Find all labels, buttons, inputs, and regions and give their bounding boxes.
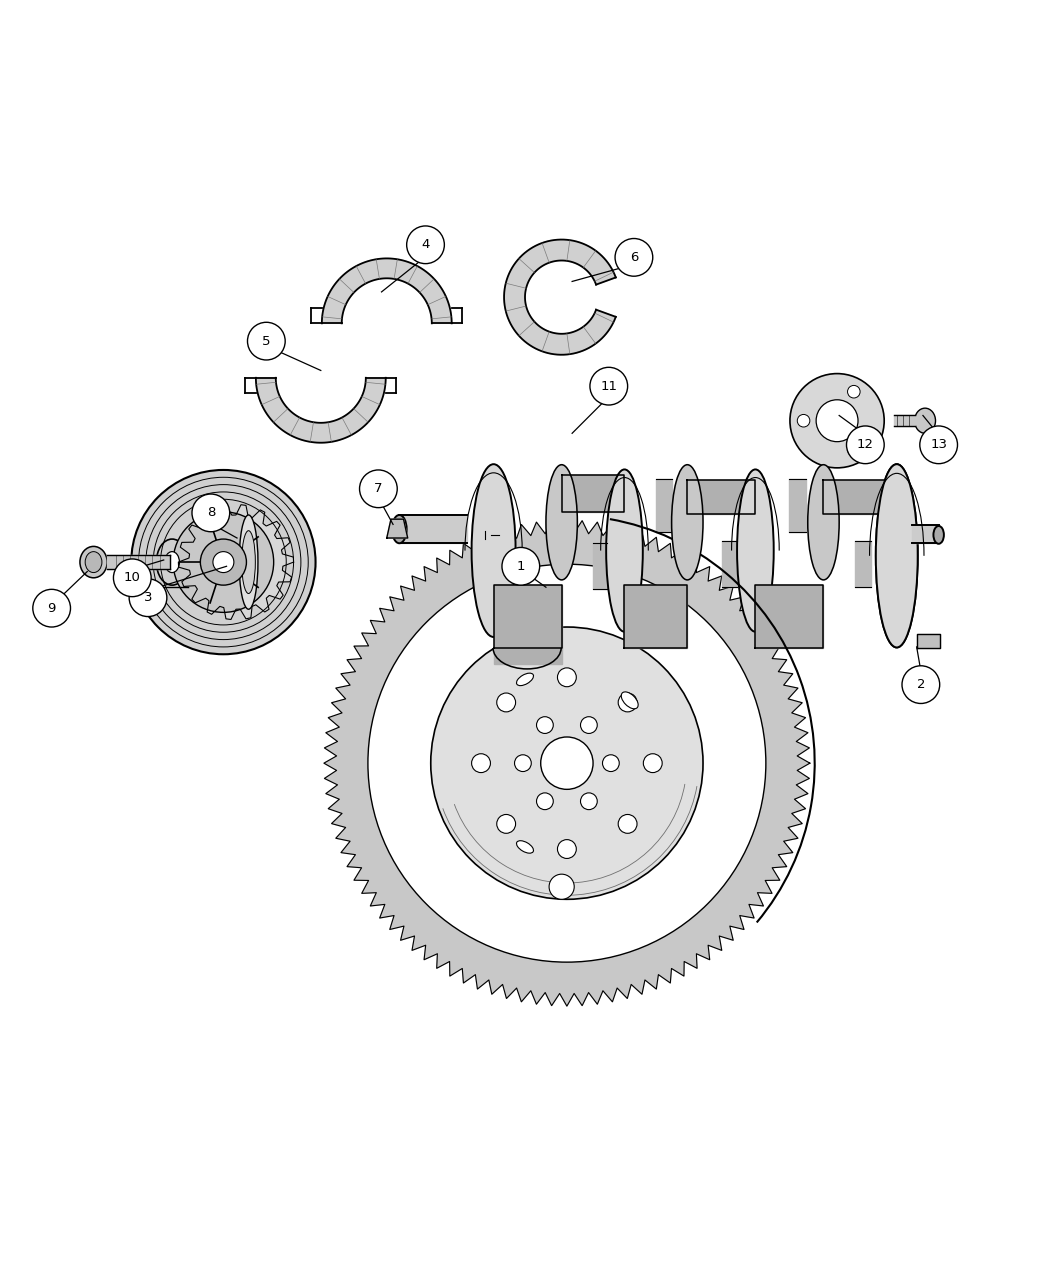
- Circle shape: [581, 717, 597, 733]
- Text: 3: 3: [144, 592, 152, 604]
- Circle shape: [430, 627, 704, 899]
- Ellipse shape: [80, 547, 107, 578]
- Polygon shape: [823, 481, 886, 514]
- Circle shape: [618, 815, 637, 834]
- Ellipse shape: [606, 469, 643, 631]
- Polygon shape: [386, 519, 407, 538]
- Polygon shape: [625, 585, 688, 648]
- Ellipse shape: [737, 469, 774, 631]
- Ellipse shape: [915, 408, 936, 434]
- Polygon shape: [399, 515, 467, 543]
- Polygon shape: [178, 505, 294, 620]
- Text: 1: 1: [517, 560, 525, 572]
- Circle shape: [847, 444, 860, 456]
- Ellipse shape: [392, 515, 406, 543]
- Circle shape: [129, 579, 167, 617]
- Circle shape: [541, 737, 593, 789]
- Ellipse shape: [85, 552, 102, 572]
- Circle shape: [618, 694, 637, 711]
- Text: 7: 7: [374, 482, 382, 495]
- Circle shape: [816, 400, 858, 441]
- Circle shape: [847, 385, 860, 398]
- Circle shape: [192, 493, 230, 532]
- Polygon shape: [504, 240, 615, 354]
- Text: 4: 4: [421, 238, 429, 251]
- Polygon shape: [593, 543, 607, 589]
- Text: 6: 6: [630, 251, 638, 264]
- Circle shape: [790, 374, 884, 468]
- Text: 2: 2: [917, 678, 925, 691]
- Circle shape: [359, 470, 397, 507]
- Circle shape: [615, 238, 653, 277]
- Circle shape: [471, 754, 490, 773]
- Text: 8: 8: [207, 506, 215, 519]
- Polygon shape: [656, 479, 672, 532]
- Circle shape: [406, 226, 444, 264]
- Ellipse shape: [622, 692, 638, 709]
- Circle shape: [173, 511, 274, 612]
- Circle shape: [368, 565, 765, 963]
- Circle shape: [514, 755, 531, 771]
- Polygon shape: [527, 0, 541, 32]
- Circle shape: [537, 717, 553, 733]
- Ellipse shape: [807, 464, 839, 580]
- Circle shape: [846, 426, 884, 464]
- Polygon shape: [494, 648, 562, 664]
- Circle shape: [644, 754, 663, 773]
- Circle shape: [497, 815, 516, 834]
- Ellipse shape: [156, 539, 188, 585]
- Polygon shape: [324, 520, 810, 1006]
- Circle shape: [131, 470, 316, 654]
- Circle shape: [537, 793, 553, 810]
- Circle shape: [558, 840, 576, 858]
- Text: 11: 11: [601, 380, 617, 393]
- Polygon shape: [855, 541, 870, 588]
- Circle shape: [113, 558, 151, 597]
- Circle shape: [603, 755, 620, 771]
- Polygon shape: [755, 585, 823, 648]
- Circle shape: [248, 323, 286, 360]
- Ellipse shape: [165, 552, 180, 572]
- Polygon shape: [894, 416, 915, 426]
- Ellipse shape: [546, 464, 578, 580]
- Circle shape: [558, 668, 576, 687]
- Text: 10: 10: [124, 571, 141, 584]
- Circle shape: [213, 552, 234, 572]
- Circle shape: [920, 426, 958, 464]
- Circle shape: [590, 367, 628, 405]
- Polygon shape: [322, 259, 452, 324]
- Circle shape: [549, 875, 574, 899]
- Circle shape: [581, 793, 597, 810]
- Ellipse shape: [471, 464, 516, 638]
- Polygon shape: [494, 585, 562, 648]
- Circle shape: [902, 666, 940, 704]
- Circle shape: [797, 414, 810, 427]
- Ellipse shape: [239, 515, 258, 609]
- Circle shape: [502, 547, 540, 585]
- Ellipse shape: [672, 464, 704, 580]
- Text: 13: 13: [930, 439, 947, 451]
- Polygon shape: [789, 479, 805, 532]
- Ellipse shape: [876, 464, 918, 648]
- Circle shape: [497, 694, 516, 711]
- Polygon shape: [917, 635, 940, 648]
- Ellipse shape: [517, 673, 533, 686]
- Circle shape: [33, 589, 70, 627]
- Ellipse shape: [517, 840, 533, 853]
- Polygon shape: [688, 481, 755, 514]
- Polygon shape: [562, 476, 625, 511]
- Circle shape: [201, 539, 247, 585]
- Text: 5: 5: [262, 334, 271, 348]
- Ellipse shape: [242, 530, 255, 594]
- Polygon shape: [722, 541, 736, 588]
- Ellipse shape: [933, 527, 944, 543]
- Polygon shape: [256, 377, 385, 442]
- Ellipse shape: [876, 464, 918, 648]
- Text: 12: 12: [857, 439, 874, 451]
- Ellipse shape: [245, 537, 253, 588]
- Polygon shape: [912, 525, 939, 543]
- Text: 9: 9: [47, 602, 56, 615]
- Polygon shape: [107, 555, 170, 570]
